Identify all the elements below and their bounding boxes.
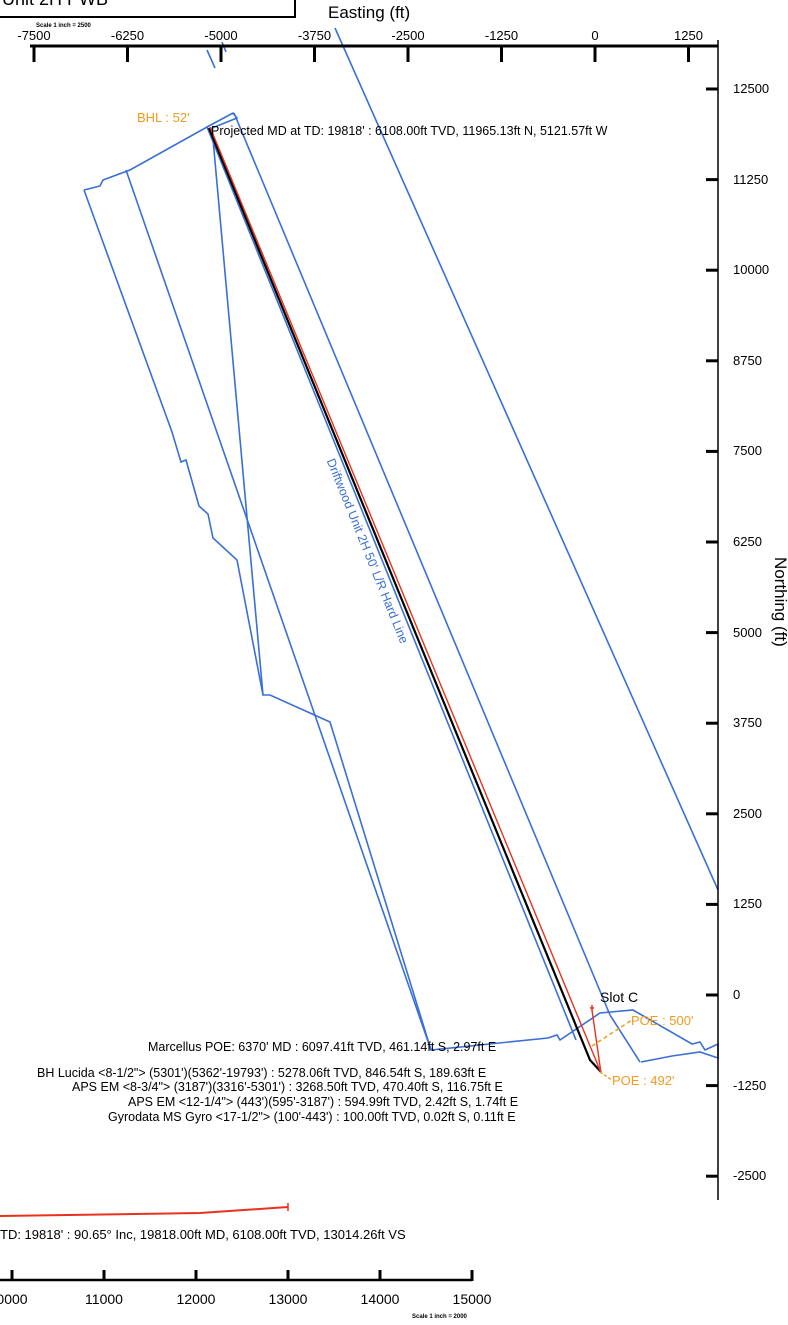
lease-boundaries <box>83 27 719 1063</box>
northing-tick-label: 6250 <box>733 534 762 549</box>
northing-tick-label: -1250 <box>733 1077 767 1093</box>
northing-tick-label: 0 <box>733 987 741 1002</box>
section-tick-label: 14000 <box>360 1291 400 1307</box>
easting-tick-label: 1250 <box>674 28 703 43</box>
lease-boundary-east <box>334 27 719 891</box>
easting-tick-label: -3750 <box>297 28 332 43</box>
easting-tick-label: -2500 <box>391 28 425 43</box>
easting-tick-label: -7500 <box>17 28 51 43</box>
survey-program-2: APS EM <8-3/4"> (3187')(3316'-5301') : 3… <box>72 1080 503 1094</box>
easting-tick-label: -1250 <box>484 28 519 43</box>
easting-axis <box>30 44 718 62</box>
bhl-label: BHL : 52' <box>137 110 190 125</box>
section-tick-label: 12000 <box>176 1291 216 1307</box>
section-tick-label: 11000 <box>85 1291 123 1307</box>
title-box: Unit 2H PWB <box>0 0 296 18</box>
marcellus-poe-label: Marcellus POE: 6370' MD : 6097.41ft TVD,… <box>148 1040 497 1054</box>
lease-boundary-hardline-west <box>206 126 577 1041</box>
section-tick-label: 13000 <box>268 1291 308 1307</box>
poe-500-leader <box>591 1019 633 1047</box>
northing-tick-label: 1250 <box>733 896 762 912</box>
scale-top: Scale 1 inch = 2500 <box>36 23 91 29</box>
actual-wellpath <box>209 126 602 1074</box>
lease-boundary-north <box>206 49 216 69</box>
projected-td-label: Projected MD at TD: 19818' : 6108.00ft T… <box>211 124 608 138</box>
northing-tick-label: 5000 <box>733 624 762 640</box>
lease-boundary-southeast <box>609 1014 641 1063</box>
section-tick-label: 0000 <box>0 1291 28 1307</box>
slot-c-label: Slot C <box>600 989 639 1005</box>
survey-program-1: BH Lucida <8-1/2"> (5301')(5362'-19793')… <box>37 1066 487 1080</box>
easting-tick-label: -5000 <box>204 28 238 43</box>
section-wellpath <box>0 1206 289 1217</box>
northing-tick-label: 10000 <box>733 262 770 278</box>
section-axis <box>0 1203 474 1282</box>
easting-axis-title: Easting (ft) <box>328 3 411 22</box>
northing-tick-label: -2500 <box>733 1168 767 1184</box>
easting-tick-label: 0 <box>591 28 599 43</box>
planned-wellpath <box>207 127 602 1073</box>
northing-tick-label: 3750 <box>733 715 762 731</box>
lease-boundary-hardline-east <box>233 112 611 1016</box>
northing-tick-label: 11250 <box>733 171 769 187</box>
northing-axis <box>706 40 719 1200</box>
easting-tick-label: -6250 <box>110 28 145 43</box>
lease-boundary-inner <box>125 169 432 1051</box>
poe-492-leader <box>599 1071 613 1081</box>
scale-bottom: Scale 1 inch = 2000 <box>412 1314 467 1320</box>
lease-boundary-west-edge <box>83 189 264 696</box>
survey-program-3: APS EM <12-1/4"> (443')(595'-3187') : 59… <box>128 1095 519 1109</box>
northing-axis-title: Northing (ft) <box>771 557 788 647</box>
plot-title: Unit 2H PWB <box>2 0 108 10</box>
poe-492-label: POE : 492' <box>612 1073 675 1088</box>
poe-500-label: POE : 500' <box>631 1013 694 1028</box>
section-tick-label: 15000 <box>452 1291 492 1307</box>
northing-tick-label: 12500 <box>733 81 770 96</box>
northing-tick-label: 2500 <box>733 805 762 821</box>
section-td-label: TD: 19818' : 90.65° Inc, 19818.00ft MD, … <box>0 1227 406 1242</box>
survey-program-4: Gyrodata MS Gyro <17-1/2"> (100'-443') :… <box>108 1110 516 1124</box>
northing-tick-label: 8750 <box>733 352 762 368</box>
northing-tick-label: 7500 <box>733 443 762 459</box>
